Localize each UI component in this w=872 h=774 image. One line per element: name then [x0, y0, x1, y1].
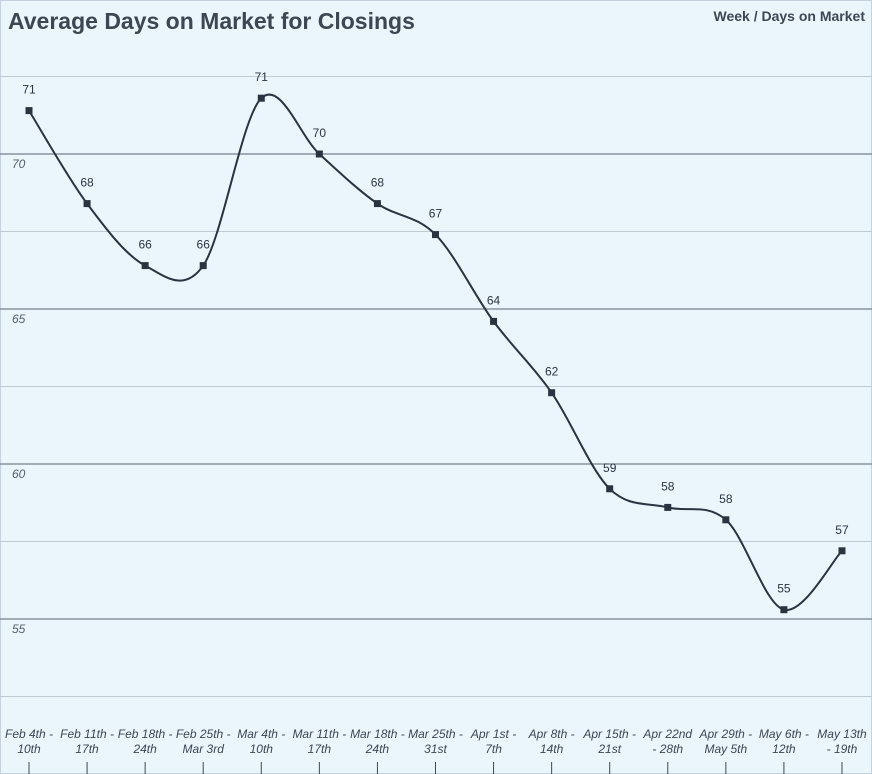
x-tick-label: 17th	[308, 742, 332, 756]
x-tick-label: 24th	[132, 742, 157, 756]
data-label: 55	[777, 582, 791, 596]
x-tick-label: May 5th	[704, 742, 747, 756]
x-tick-label: - 28th	[652, 742, 683, 756]
x-tick-label: Mar 25th -	[408, 727, 463, 741]
x-tick-label: Mar 3rd	[183, 742, 225, 756]
data-point-marker	[838, 547, 846, 555]
data-label: 70	[313, 126, 327, 140]
data-label: 64	[487, 293, 501, 307]
x-tick-label: Apr 1st -	[470, 727, 516, 741]
data-markers	[25, 94, 846, 614]
data-label: 62	[545, 365, 559, 379]
data-point-marker	[606, 485, 614, 493]
x-tick-label: 14th	[540, 742, 564, 756]
data-point-marker	[490, 317, 498, 325]
data-point-marker	[373, 200, 381, 208]
x-tick-label: 10th	[250, 742, 274, 756]
data-label: 71	[255, 70, 269, 84]
data-point-marker	[25, 107, 33, 115]
data-label: 59	[603, 461, 617, 475]
series-line	[28, 93, 843, 611]
x-tick-label: Apr 29th -	[698, 727, 752, 741]
data-label: 57	[835, 523, 849, 537]
data-point-marker	[199, 262, 207, 270]
x-tick-label: Apr 8th -	[528, 727, 575, 741]
x-tick-label: Feb 25th -	[176, 727, 231, 741]
data-label: 68	[80, 176, 94, 190]
x-tick-label: Feb 18th -	[118, 727, 173, 741]
x-tick-label: 21st	[597, 742, 621, 756]
data-point-marker	[315, 150, 323, 158]
x-tick-label: Apr 22nd	[642, 727, 692, 741]
series-path	[28, 93, 843, 611]
data-point-marker	[257, 94, 265, 102]
y-tick-label: 70	[12, 157, 26, 171]
data-label: 66	[138, 238, 152, 252]
x-tick-label: 17th	[75, 742, 99, 756]
x-tick-label: - 19th	[827, 742, 858, 756]
x-tick-label: 7th	[485, 742, 502, 756]
gridlines	[0, 76, 872, 697]
x-tick-label: Feb 11th -	[60, 727, 114, 741]
x-tick-label: Mar 18th -	[350, 727, 405, 741]
chart-title: Average Days on Market for Closings	[8, 8, 415, 34]
data-point-marker	[548, 389, 556, 397]
x-tick-label: 31st	[424, 742, 447, 756]
x-tick-label: May 13th	[817, 727, 867, 741]
y-tick-label: 55	[12, 622, 26, 636]
data-point-marker	[83, 200, 91, 208]
data-point-marker	[664, 503, 672, 511]
data-point-marker	[431, 231, 439, 239]
data-point-marker	[780, 606, 788, 614]
x-tick-label: 12th	[772, 742, 796, 756]
x-tick-label: 10th	[17, 742, 41, 756]
data-point-marker	[722, 516, 730, 524]
data-label: 66	[197, 238, 211, 252]
y-tick-label: 60	[12, 467, 26, 481]
x-tick-label: May 6th -	[759, 727, 809, 741]
data-label: 68	[371, 176, 385, 190]
data-label: 58	[719, 492, 733, 506]
data-point-marker	[141, 262, 149, 270]
y-tick-label: 65	[12, 312, 26, 326]
chart-legend: Week / Days on Market	[713, 8, 865, 24]
x-tick-label: Feb 4th -	[5, 727, 53, 741]
data-labels: 71 68 66 66 71 70 68 67 64 62 59 58 58 55 57	[22, 70, 849, 596]
x-tick-label: 24th	[365, 742, 390, 756]
y-axis-labels: 55 60 65 70	[12, 157, 26, 636]
data-label: 58	[661, 479, 675, 493]
x-tick-label: Mar 4th -	[237, 727, 285, 741]
data-label: 67	[429, 207, 443, 221]
x-tick-label: Mar 11th -	[292, 727, 346, 741]
x-tick-label: Apr 15th -	[582, 727, 636, 741]
data-label: 71	[22, 83, 36, 97]
